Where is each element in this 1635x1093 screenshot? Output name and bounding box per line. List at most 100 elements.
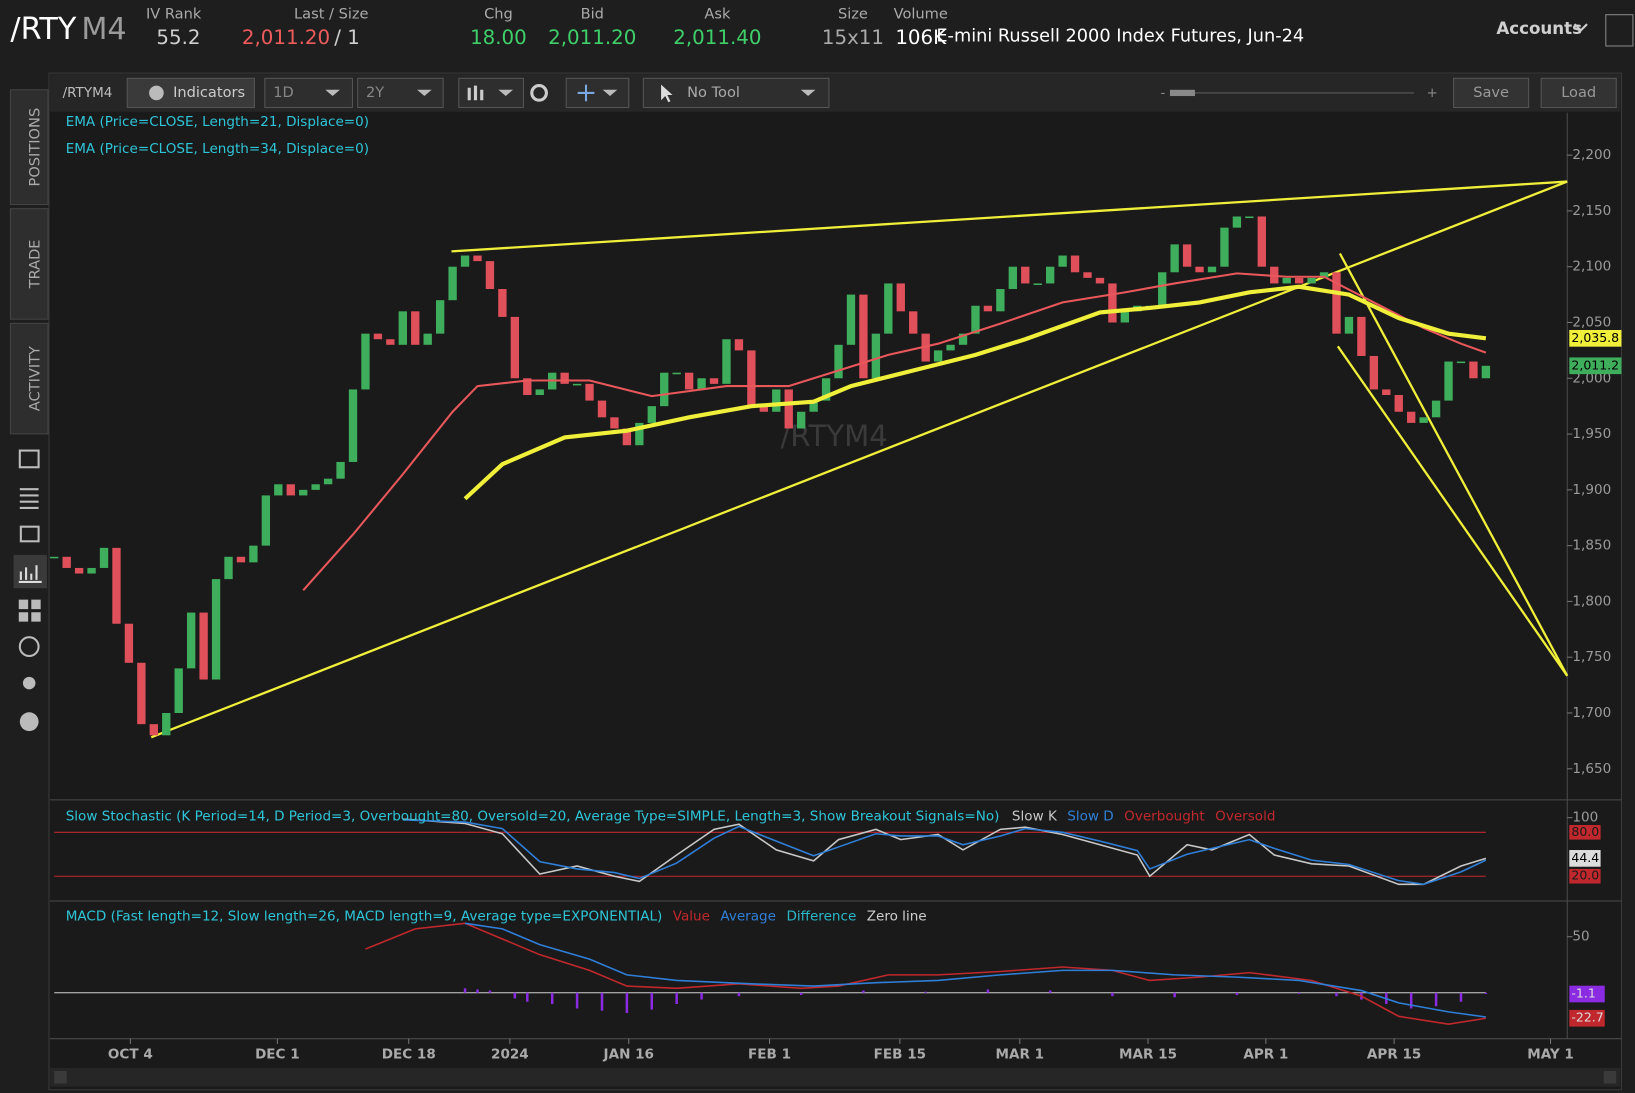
scroll-right[interactable] [1603,1070,1617,1084]
candle [1232,216,1242,228]
save-button[interactable] [1453,77,1530,109]
scrollbar[interactable] [50,1067,1621,1087]
candle [560,372,569,384]
candle [1070,255,1080,273]
histogram-bar [737,992,741,997]
tab[interactable] [9,322,49,435]
candle [1182,244,1192,267]
price-tag [1569,357,1622,375]
candle [236,556,246,563]
legend-entry: Difference [786,909,856,925]
candle [224,556,233,580]
candle [672,372,681,375]
field-size: / 1 [334,26,360,49]
field-label: Last / Size [294,6,369,23]
indicators-button[interactable] [126,77,255,109]
icon-active[interactable] [13,554,47,589]
candle [1033,283,1042,285]
icon [467,85,484,101]
candle [597,400,607,418]
ema-label: EMA (Price=CLOSE, Length=21, Displace=0) [66,114,369,130]
legend-entry: Oversold [1215,809,1275,825]
candle [622,428,632,446]
candle [946,344,955,351]
candle [398,311,407,345]
scroll-left[interactable] [54,1070,67,1084]
trendline[interactable] [150,180,1568,739]
candle [1120,311,1130,323]
candle [87,567,96,574]
candle [1294,277,1304,284]
toolbar-items: /RTYM4 Indicators 1D 2Y No Tool - + Save… [63,77,1617,109]
candle [1431,400,1441,418]
accounts-menu[interactable]: Accounts [1496,19,1582,38]
legend-entry: Slow K [1012,809,1058,825]
candle [1407,411,1416,423]
value-tag-label: 44.4 [1571,850,1599,865]
candle [722,339,731,384]
candle [958,333,968,345]
candle [684,372,694,390]
candle [772,389,781,412]
drawing-select[interactable] [565,77,630,109]
candle [909,311,918,334]
caret [498,89,514,97]
y-tick-label: 2,000 [1572,370,1611,386]
candle [1207,266,1217,273]
sidebar: POSITIONS TRADE ACTIVITY [9,89,49,732]
candle [996,289,1005,312]
icon [661,84,673,103]
candle [1282,277,1291,284]
icon [577,84,595,102]
price-tag-label: 2,011.2 [1571,357,1619,372]
candle [211,579,221,680]
zoom-in[interactable]: + [1426,85,1437,101]
trendline[interactable] [1336,345,1569,677]
tab[interactable] [9,208,49,320]
candle [759,406,769,412]
icon[interactable] [22,676,36,690]
candle [137,662,146,725]
histogram-bar [862,990,865,993]
candle [983,305,993,312]
trendline[interactable] [451,180,1568,253]
aggregation-select[interactable] [264,77,353,109]
icon[interactable] [18,636,40,658]
field-value: 18.00 [470,26,527,49]
value-tag [1569,985,1605,1003]
zoom-out[interactable]: - [1161,85,1166,101]
icon[interactable] [19,712,39,732]
range-select[interactable] [357,77,444,109]
candle [1021,266,1030,284]
candle [821,378,831,401]
icon[interactable] [18,449,40,469]
field-label: Size [838,6,868,23]
zoom-slider[interactable] [1169,89,1195,97]
icon[interactable] [19,525,40,543]
load-button[interactable] [1540,77,1617,109]
candle [1319,272,1329,278]
settings-button[interactable] [530,84,548,102]
candle [1108,283,1117,323]
tool-select[interactable] [642,77,830,109]
trendline[interactable] [1338,252,1569,677]
candle [50,556,59,559]
candle [1083,272,1092,278]
histogram-bar [550,992,554,1004]
candle [1344,316,1354,334]
candle [1195,266,1204,273]
watermark: /RTYM4 [780,419,887,453]
x-tick-label: MAY 1 [1527,1046,1574,1062]
candle [1245,216,1254,219]
candle [1369,355,1379,390]
symbol-month: M4 [81,12,126,47]
histogram-bar [1484,992,1488,995]
field-value: 106K [895,26,947,49]
candle [112,547,121,624]
icon[interactable] [19,488,39,509]
candle [249,545,258,563]
tab[interactable] [9,89,49,206]
menu-button[interactable] [1605,14,1634,47]
icon[interactable] [18,599,41,622]
y-tick-label: 50 [1572,929,1589,945]
